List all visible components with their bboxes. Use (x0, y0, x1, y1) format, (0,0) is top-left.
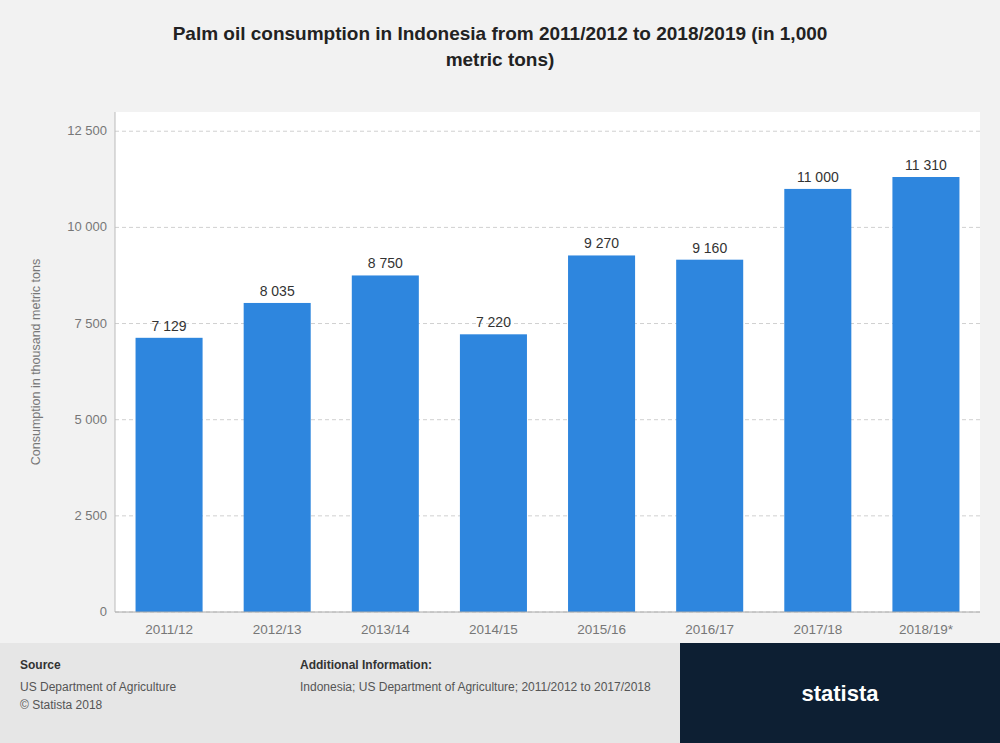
footer (0, 643, 1000, 743)
title: Palm oil consumption in Indonesia from 2… (173, 23, 828, 70)
data-label: 11 310 (905, 157, 947, 173)
y-tick-label: 2 500 (74, 508, 107, 523)
x-tick-label: 2017/18 (793, 622, 842, 637)
y-tick-label: 5 000 (74, 412, 107, 427)
footer-text: US Department of Agriculture (20, 680, 176, 694)
data-label: 9 160 (692, 240, 727, 256)
data-label: 9 270 (584, 235, 619, 251)
x-axis-line (115, 612, 980, 613)
chart: Palm oil consumption in Indonesia from 2… (0, 0, 1000, 743)
bar (784, 189, 851, 612)
data-label: 7 220 (476, 314, 511, 330)
brand-text: statista (801, 681, 879, 706)
footer-text: Source (20, 658, 61, 672)
x-tick-label: 2012/13 (253, 622, 302, 637)
footer-text: © Statista 2018 (20, 698, 103, 712)
x-tick-label: 2015/16 (577, 622, 626, 637)
bar (352, 275, 419, 612)
y-axis-line (115, 112, 116, 612)
x-tick-label: 2011/12 (145, 622, 193, 637)
y-axis-label: Consumption in thousand metric tons (29, 259, 43, 465)
bar (136, 338, 203, 612)
x-tick-label: 2018/19* (899, 622, 954, 637)
x-tick-label: 2016/17 (685, 622, 734, 637)
bars (136, 177, 960, 612)
y-tick-label: 7 500 (74, 316, 107, 331)
data-label: 7 129 (152, 318, 187, 334)
data-label: 8 750 (368, 255, 403, 271)
bar (244, 303, 311, 612)
data-label: 11 000 (797, 169, 839, 185)
y-tick-label: 0 (100, 604, 107, 619)
plot-area (115, 112, 980, 612)
y-tick-label: 10 000 (67, 219, 107, 234)
bar (460, 334, 527, 612)
chart-container: Palm oil consumption in Indonesia from 2… (0, 0, 1000, 743)
y-tick-label: 12 500 (67, 123, 107, 138)
data-label: 8 035 (260, 283, 295, 299)
grid-line (115, 612, 980, 613)
grid-line (115, 131, 980, 132)
bar (892, 177, 959, 612)
footer-brand-area (680, 643, 1000, 743)
footer-text: Indonesia; US Department of Agriculture;… (300, 680, 651, 694)
x-tick-label: 2014/15 (469, 622, 518, 637)
footer-text: Additional Information: (300, 658, 432, 672)
bar (568, 255, 635, 612)
bar (676, 260, 743, 612)
grid (115, 131, 980, 612)
x-tick-label: 2013/14 (361, 622, 410, 637)
background (0, 0, 1000, 743)
